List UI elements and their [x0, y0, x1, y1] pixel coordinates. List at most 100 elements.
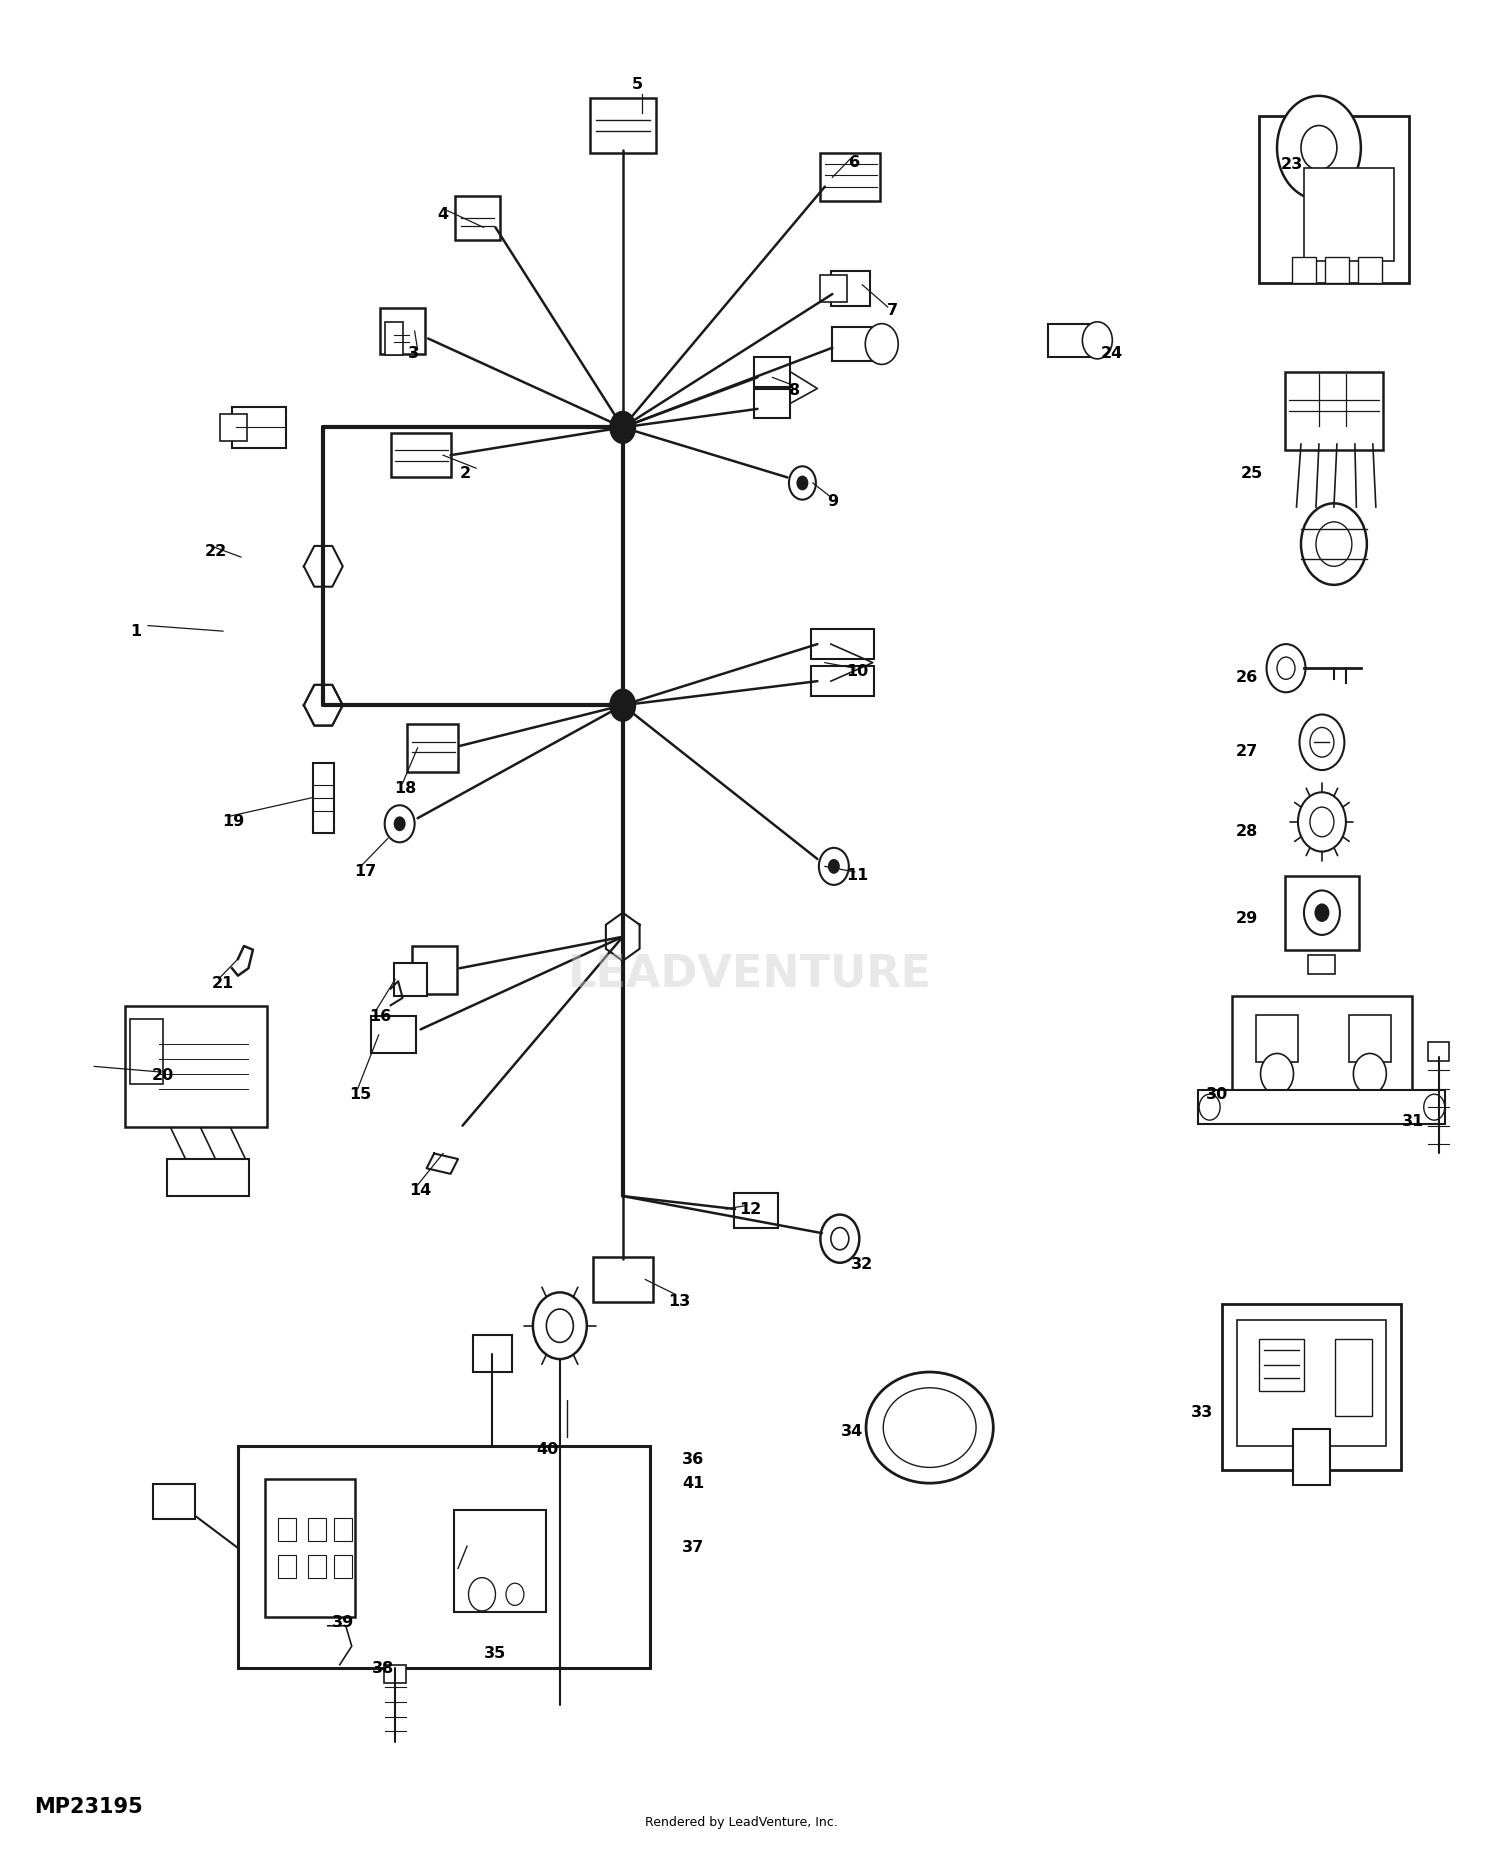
Text: 17: 17 — [354, 864, 376, 879]
Bar — [1232, 996, 1412, 1107]
Bar — [334, 1519, 351, 1542]
Text: 12: 12 — [740, 1202, 760, 1217]
Bar — [153, 1484, 195, 1519]
Bar — [812, 629, 874, 659]
Circle shape — [1266, 644, 1305, 692]
Bar — [1293, 1430, 1330, 1486]
Circle shape — [1260, 1054, 1293, 1094]
Circle shape — [1198, 1094, 1219, 1120]
Polygon shape — [426, 1154, 458, 1174]
Circle shape — [1304, 890, 1340, 935]
Bar — [166, 1159, 249, 1196]
Text: 3: 3 — [408, 345, 419, 362]
Circle shape — [1314, 903, 1329, 922]
Circle shape — [1276, 96, 1360, 200]
Bar — [314, 762, 334, 833]
Text: 41: 41 — [682, 1477, 703, 1491]
Text: 6: 6 — [849, 156, 861, 171]
Text: 15: 15 — [350, 1087, 372, 1102]
Bar — [1258, 1339, 1304, 1391]
Bar — [1292, 258, 1316, 284]
Bar — [393, 963, 426, 996]
Polygon shape — [606, 913, 639, 961]
Text: 40: 40 — [537, 1443, 560, 1458]
Bar — [1198, 1091, 1446, 1124]
Circle shape — [532, 1293, 586, 1360]
Text: 31: 31 — [1402, 1115, 1425, 1130]
Circle shape — [1310, 727, 1334, 757]
Circle shape — [1299, 714, 1344, 770]
Circle shape — [609, 410, 636, 443]
Bar — [734, 1193, 778, 1228]
Text: 7: 7 — [886, 302, 898, 319]
Text: 23: 23 — [1281, 158, 1304, 173]
Circle shape — [1298, 792, 1346, 851]
Circle shape — [789, 466, 816, 499]
Circle shape — [609, 688, 636, 722]
Text: 29: 29 — [1236, 911, 1258, 926]
Bar — [279, 1519, 297, 1542]
Bar — [384, 1664, 406, 1682]
Text: 1: 1 — [130, 623, 141, 638]
Text: 27: 27 — [1236, 744, 1258, 759]
Text: 20: 20 — [152, 1068, 174, 1083]
Text: 2: 2 — [460, 466, 471, 480]
Text: 38: 38 — [372, 1660, 394, 1675]
Text: MP23195: MP23195 — [34, 1797, 142, 1816]
Bar — [1324, 258, 1348, 284]
Bar — [453, 1510, 546, 1612]
Circle shape — [796, 475, 808, 490]
Bar — [380, 308, 424, 354]
Text: 35: 35 — [484, 1645, 507, 1660]
Circle shape — [819, 848, 849, 885]
Bar — [266, 1478, 354, 1618]
Text: 16: 16 — [369, 1009, 392, 1024]
Text: 34: 34 — [840, 1425, 862, 1439]
Bar — [1358, 258, 1382, 284]
Text: 25: 25 — [1240, 466, 1263, 480]
Polygon shape — [304, 684, 344, 725]
Bar — [124, 1005, 267, 1126]
Bar — [1236, 1321, 1386, 1447]
Circle shape — [506, 1582, 524, 1605]
Bar — [833, 326, 880, 360]
Bar — [1348, 1015, 1390, 1061]
Bar — [754, 356, 790, 386]
Circle shape — [1083, 321, 1113, 358]
Text: 32: 32 — [850, 1258, 873, 1273]
Text: 14: 14 — [410, 1183, 432, 1198]
Bar — [754, 388, 790, 417]
Text: LEADVENTURE: LEADVENTURE — [568, 952, 932, 996]
Text: 22: 22 — [204, 544, 226, 558]
Circle shape — [393, 816, 405, 831]
Text: 4: 4 — [438, 208, 448, 223]
Bar — [309, 1519, 327, 1542]
Bar — [334, 1554, 351, 1577]
Bar — [590, 98, 656, 154]
Bar — [812, 666, 874, 696]
Bar — [370, 1017, 416, 1054]
Text: 8: 8 — [789, 382, 801, 397]
Bar — [821, 275, 848, 302]
Bar — [411, 946, 456, 994]
Text: 13: 13 — [669, 1295, 692, 1310]
Bar — [232, 406, 286, 447]
Bar — [220, 414, 248, 441]
Text: 9: 9 — [827, 493, 839, 508]
Text: 18: 18 — [394, 781, 417, 796]
Polygon shape — [304, 545, 344, 586]
Bar — [454, 197, 500, 241]
Circle shape — [1353, 1054, 1386, 1094]
Bar — [1428, 1043, 1449, 1061]
Text: 11: 11 — [846, 868, 868, 883]
Circle shape — [1300, 126, 1336, 171]
Text: 26: 26 — [1236, 670, 1258, 684]
Circle shape — [821, 1215, 860, 1263]
Bar — [1221, 1304, 1401, 1471]
Bar — [1286, 371, 1383, 449]
Circle shape — [1310, 807, 1334, 837]
Bar — [309, 1554, 327, 1577]
Text: 36: 36 — [682, 1452, 703, 1467]
Bar — [1308, 955, 1335, 974]
Bar — [390, 432, 450, 477]
